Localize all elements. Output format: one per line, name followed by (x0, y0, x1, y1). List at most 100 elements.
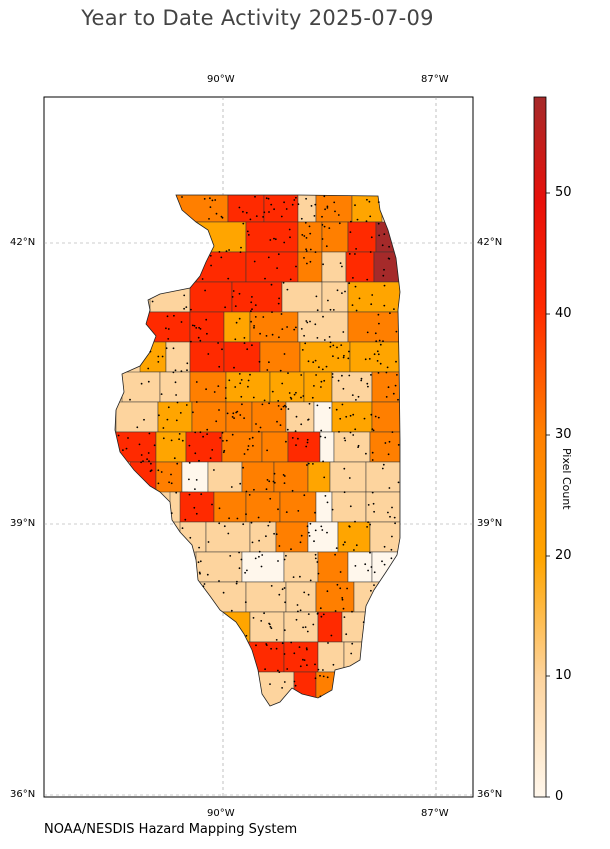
fire-detection-point (297, 437, 299, 440)
fire-detection-point (211, 199, 214, 202)
fire-detection-point (349, 505, 352, 508)
county (299, 341, 351, 373)
fire-detection-point (355, 399, 357, 401)
fire-detection-point (176, 462, 179, 465)
county (223, 341, 261, 373)
fire-detection-point (341, 292, 343, 294)
fire-detection-point (268, 211, 270, 213)
fire-detection-point (282, 405, 285, 408)
fire-detection-point (291, 203, 294, 206)
fire-detection-point (194, 452, 197, 455)
fire-detection-point (328, 407, 331, 409)
fire-detection-point (385, 371, 388, 374)
fire-detection-point (285, 208, 288, 210)
fire-detection-point (244, 571, 247, 574)
fire-detection-point (293, 328, 296, 331)
fire-detection-point (366, 198, 368, 201)
fire-detection-point (288, 392, 291, 394)
fire-detection-point (203, 583, 206, 585)
county (287, 431, 321, 463)
fire-detection-point (167, 328, 170, 330)
fire-detection-point (251, 541, 254, 544)
fire-detection-point (353, 549, 355, 551)
lon-tick-bottom-90w: 90°W (207, 808, 235, 819)
lat-tick-right-39n: 39°N (477, 518, 503, 529)
fire-detection-point (269, 683, 271, 685)
county (321, 221, 349, 253)
fire-detection-point (252, 444, 254, 447)
fire-detection-point (391, 506, 393, 509)
fire-detection-point (250, 521, 253, 524)
fire-detection-point (228, 249, 231, 251)
fire-detection-point (253, 326, 255, 329)
fire-detection-point (293, 199, 296, 201)
fire-detection-point (348, 477, 351, 479)
fire-detection-point (378, 322, 380, 325)
fire-detection-point (318, 366, 320, 369)
fire-detection-point (306, 441, 309, 444)
fire-detection-point (354, 520, 356, 523)
fire-detection-point (246, 448, 249, 451)
fire-detection-point (304, 221, 307, 224)
fire-detection-point (167, 406, 170, 409)
fire-detection-point (307, 462, 310, 465)
fire-detection-point (390, 557, 393, 560)
fire-detection-point (334, 553, 336, 556)
fire-detection-point (150, 469, 153, 472)
fire-detection-point (243, 337, 246, 339)
fire-detection-point (270, 627, 273, 630)
fire-detection-point (373, 353, 376, 356)
fire-detection-point (378, 339, 381, 342)
fire-detection-point (300, 374, 303, 376)
fire-detection-point (316, 337, 319, 339)
fire-detection-point (242, 210, 244, 213)
fire-detection-point (322, 263, 324, 266)
fire-detection-point (294, 684, 297, 687)
fire-detection-point (191, 324, 194, 327)
fire-detection-point (309, 260, 312, 263)
county (351, 195, 383, 223)
fire-detection-point (245, 513, 247, 516)
fire-detection-point (253, 325, 256, 327)
fire-detection-point (281, 588, 284, 591)
fire-detection-point (235, 321, 238, 324)
fire-detection-point (311, 396, 314, 399)
fire-detection-point (381, 244, 384, 247)
fire-detection-point (323, 225, 326, 228)
fire-detection-point (211, 449, 214, 451)
fire-detection-point (209, 457, 212, 459)
fire-detection-point (283, 475, 286, 477)
fire-detection-point (339, 571, 342, 573)
fire-detection-point (255, 423, 257, 425)
fire-detection-point (281, 382, 284, 385)
fire-detection-point (206, 332, 208, 335)
lat-tick-left-36n: 36°N (10, 789, 36, 800)
county (283, 641, 319, 673)
fire-detection-point (297, 510, 300, 512)
county (331, 491, 367, 523)
fire-detection-point (268, 521, 271, 523)
fire-detection-point (317, 668, 320, 671)
fire-detection-point (214, 199, 217, 201)
fire-detection-point (246, 230, 249, 233)
county (225, 401, 253, 433)
fire-detection-point (283, 587, 286, 589)
fire-detection-point (194, 431, 197, 434)
fire-detection-point (326, 531, 328, 534)
fire-detection-point (250, 301, 253, 304)
fire-detection-point (312, 463, 314, 465)
fire-detection-point (271, 390, 274, 393)
fire-detection-point (258, 555, 260, 558)
fire-detection-point (286, 326, 288, 328)
fire-detection-point (238, 567, 241, 570)
fire-detection-point (387, 386, 390, 389)
fire-detection-point (261, 554, 264, 556)
fire-detection-point (218, 365, 221, 368)
fire-detection-point (265, 488, 268, 491)
fire-detection-point (326, 205, 329, 208)
fire-detection-point (186, 369, 188, 372)
fire-detection-point (232, 290, 235, 292)
fire-detection-point (293, 680, 296, 683)
fire-detection-point (218, 580, 220, 582)
fire-detection-point (165, 347, 168, 350)
